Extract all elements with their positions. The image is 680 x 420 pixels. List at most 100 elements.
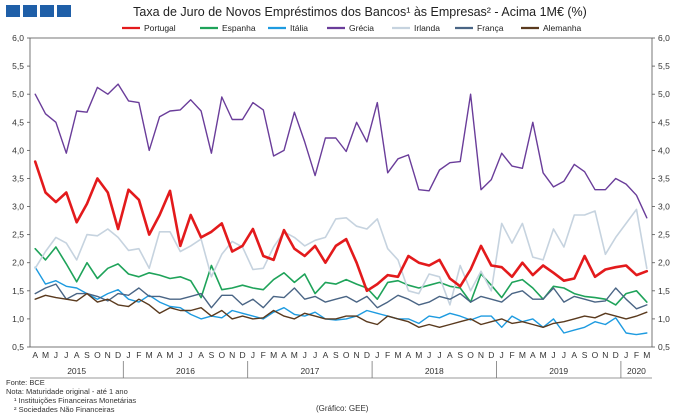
logo-block-3 xyxy=(40,5,54,17)
x-tick-label: O xyxy=(343,350,350,360)
series-line-portugal xyxy=(33,160,649,293)
y-tick-label-left: 1,5 xyxy=(12,286,24,296)
y-tick-label-right: 6,0 xyxy=(658,33,670,43)
series-line-itália xyxy=(34,266,648,336)
x-tick-label: J xyxy=(551,350,555,360)
year-label: 2019 xyxy=(549,366,568,376)
x-tick-label: D xyxy=(115,350,121,360)
x-tick-label: J xyxy=(303,350,307,360)
x-tick-label: A xyxy=(323,350,329,360)
legend-label-alemanha: Alemanha xyxy=(543,23,582,33)
y-tick-label-left: 4,5 xyxy=(12,117,24,127)
x-tick-label: A xyxy=(530,350,536,360)
legend-label-irlanda: Irlanda xyxy=(414,23,440,33)
legend-label-frança: França xyxy=(477,23,504,33)
gee-logo xyxy=(6,5,71,17)
y-tick-label-left: 2,0 xyxy=(12,258,24,268)
x-tick-label: A xyxy=(198,350,204,360)
y-tick-label-right: 0,5 xyxy=(658,342,670,352)
x-tick-label: N xyxy=(229,350,235,360)
x-tick-label: A xyxy=(406,350,412,360)
x-tick-label: O xyxy=(592,350,599,360)
x-tick-label: D xyxy=(239,350,245,360)
x-tick-label: N xyxy=(602,350,608,360)
x-tick-label: M xyxy=(415,350,422,360)
y-tick-label-left: 3,0 xyxy=(12,202,24,212)
x-tick-label: J xyxy=(313,350,317,360)
x-tick-label: F xyxy=(385,350,390,360)
x-tick-label: J xyxy=(375,350,379,360)
x-tick-label: S xyxy=(333,350,339,360)
legend-label-portugal: Portugal xyxy=(144,23,176,33)
x-tick-label: O xyxy=(467,350,474,360)
series-line-irlanda xyxy=(34,208,648,306)
x-tick-label: J xyxy=(64,350,68,360)
x-tick-label: A xyxy=(74,350,80,360)
x-tick-label: S xyxy=(582,350,588,360)
series-line-espanha xyxy=(34,246,648,306)
line-chart: 0,5 0,5 1,0 1,0 1,5 1,5 2,0 2,0 2,5 2,5 3,0 3,0 3,5 3… xyxy=(12,23,670,379)
logo-block-1 xyxy=(6,5,20,17)
series-line-alemanha xyxy=(34,292,648,328)
x-tick-label: S xyxy=(457,350,463,360)
x-tick-label: M xyxy=(540,350,547,360)
x-tick-label: O xyxy=(218,350,225,360)
y-tick-label-right: 5,5 xyxy=(658,61,670,71)
y-tick-label-left: 0,5 xyxy=(12,342,24,352)
x-tick-label: J xyxy=(624,350,628,360)
x-tick-label: J xyxy=(437,350,441,360)
x-tick-label: S xyxy=(209,350,215,360)
y-tick-label-right: 1,0 xyxy=(658,314,670,324)
y-tick-label-left: 5,0 xyxy=(12,89,24,99)
y-tick-label-left: 2,5 xyxy=(12,230,24,240)
x-tick-label: F xyxy=(136,350,141,360)
x-tick-label: M xyxy=(42,350,49,360)
x-tick-label: M xyxy=(270,350,277,360)
y-tick-label-right: 2,0 xyxy=(658,258,670,268)
legend-label-itália: Itália xyxy=(290,23,308,33)
x-tick-label: A xyxy=(281,350,287,360)
chart-credit: (Gráfico: GEE) xyxy=(316,404,369,413)
year-label: 2017 xyxy=(300,366,319,376)
x-tick-label: J xyxy=(500,350,504,360)
x-tick-label: O xyxy=(94,350,101,360)
y-tick-label-left: 6,0 xyxy=(12,33,24,43)
series-line-frança xyxy=(34,283,648,310)
x-tick-label: M xyxy=(291,350,298,360)
source-note: Fonte: BCE xyxy=(6,378,45,387)
y-tick-label-right: 4,0 xyxy=(658,145,670,155)
x-tick-label: J xyxy=(427,350,431,360)
x-tick-label: A xyxy=(32,350,38,360)
year-label: 2015 xyxy=(67,366,86,376)
x-tick-label: N xyxy=(105,350,111,360)
footnote-1: ¹ Instituições Financeiras Monetárias xyxy=(14,396,137,405)
logo-block-2 xyxy=(23,5,37,17)
x-tick-label: F xyxy=(509,350,514,360)
x-tick-label: J xyxy=(562,350,566,360)
y-tick-label-left: 4,0 xyxy=(12,145,24,155)
y-tick-label-right: 3,5 xyxy=(658,173,670,183)
year-label: 2016 xyxy=(176,366,195,376)
x-tick-label: J xyxy=(178,350,182,360)
y-tick-label-right: 1,5 xyxy=(658,286,670,296)
series-line-grécia xyxy=(34,83,648,219)
x-tick-label: M xyxy=(519,350,526,360)
legend-label-grécia: Grécia xyxy=(349,23,374,33)
footnote-2: ² Sociedades Não Financeiras xyxy=(14,405,115,414)
y-tick-label-right: 5,0 xyxy=(658,89,670,99)
maturity-note: Nota: Maturidade original - até 1 ano xyxy=(6,387,128,396)
x-tick-label: N xyxy=(478,350,484,360)
plot-area-frame xyxy=(29,37,653,348)
x-tick-label: F xyxy=(634,350,639,360)
y-tick-label-right: 4,5 xyxy=(658,117,670,127)
x-tick-label: J xyxy=(189,350,193,360)
x-tick-label: D xyxy=(364,350,370,360)
x-tick-label: M xyxy=(394,350,401,360)
chart-title: Taxa de Juro de Novos Empréstimos dos Ba… xyxy=(133,5,587,19)
x-tick-label: J xyxy=(251,350,255,360)
y-tick-label-right: 2,5 xyxy=(658,230,670,240)
y-tick-label-left: 5,5 xyxy=(12,61,24,71)
logo-block-4 xyxy=(57,5,71,17)
legend-label-espanha: Espanha xyxy=(222,23,256,33)
y-tick-label-right: 3,0 xyxy=(658,202,670,212)
